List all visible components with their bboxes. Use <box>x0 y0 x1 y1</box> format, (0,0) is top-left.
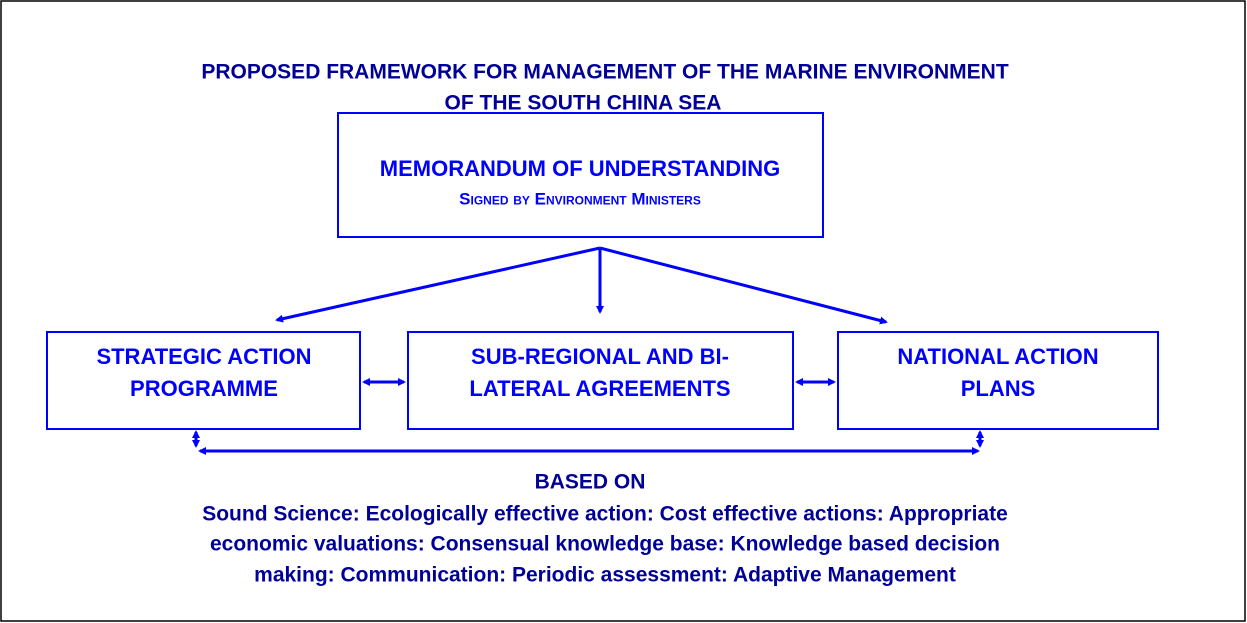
mou-box <box>337 112 824 238</box>
node-label: NATIONAL ACTION <box>897 344 1098 369</box>
node-label: STRATEGIC ACTION <box>96 344 311 369</box>
basis-heading: BASED ON <box>535 471 646 494</box>
node-label: LATERAL AGREEMENTS <box>469 376 730 401</box>
title-line: PROPOSED FRAMEWORK FOR MANAGEMENT OF THE… <box>201 61 1009 84</box>
nap-box <box>837 331 1159 430</box>
node-label: SUB-REGIONAL AND BI- <box>471 344 729 369</box>
arrow <box>275 246 601 323</box>
basis-line: Sound Science: Ecologically effective ac… <box>202 503 1008 526</box>
node-label: PROGRAMME <box>130 376 278 401</box>
agreements-box <box>407 331 794 430</box>
basis-line: making: Communication: Periodic assessme… <box>254 564 956 587</box>
arrows <box>192 246 984 455</box>
title-line: OF THE SOUTH CHINA SEA <box>445 92 722 115</box>
node-sublabel: Signed by Environment Ministers <box>459 189 701 208</box>
arrow <box>599 246 888 325</box>
node-label: MEMORANDUM OF UNDERSTANDING <box>380 156 780 181</box>
node-label: PLANS <box>961 376 1036 401</box>
basis-line: economic valuations: Consensual knowledg… <box>210 533 1000 556</box>
sap-box <box>46 331 361 430</box>
